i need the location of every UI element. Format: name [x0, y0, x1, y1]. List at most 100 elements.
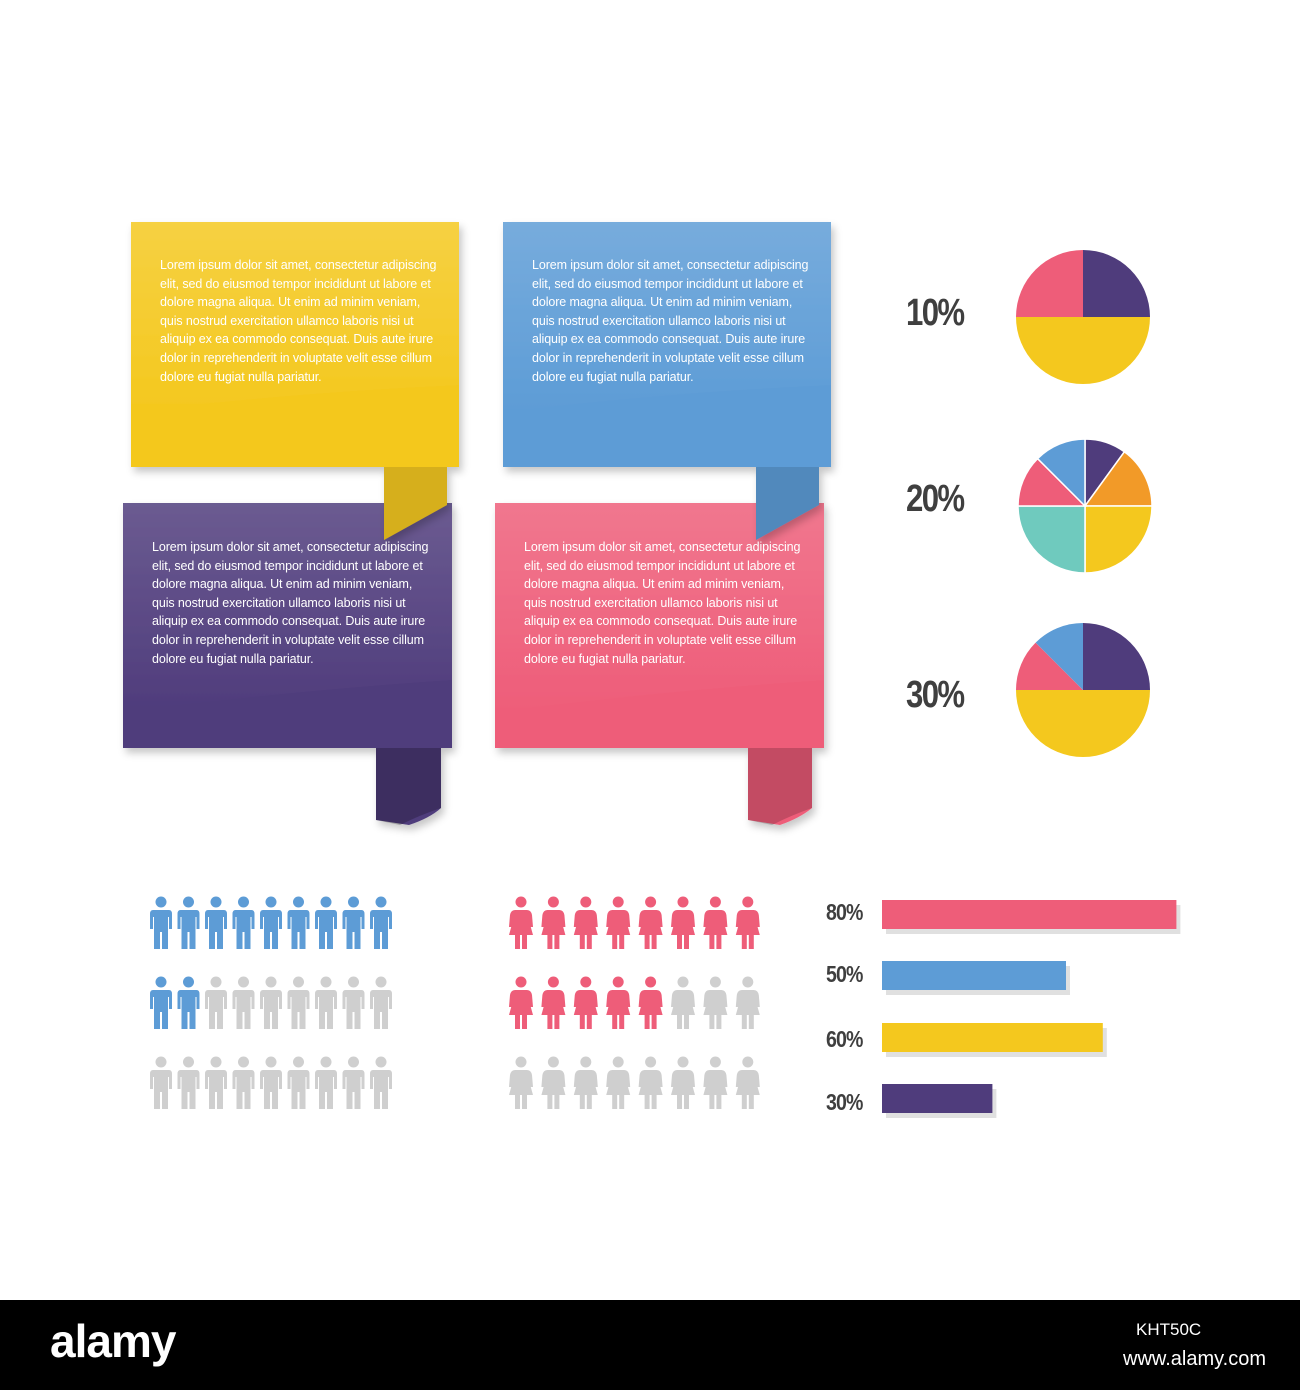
infographic-canvas	[123, 222, 1181, 1118]
man-icon	[150, 896, 172, 949]
bar-label-4: 30%	[826, 1089, 863, 1115]
bar	[882, 1023, 1103, 1052]
woman-icon	[509, 1056, 533, 1109]
man-icon	[205, 896, 227, 949]
pie-label-3: 30%	[906, 674, 965, 716]
man-icon	[370, 896, 392, 949]
bubble-gloss	[131, 222, 459, 412]
pie-slice	[1084, 505, 1153, 574]
bubble-fold	[376, 748, 441, 825]
man-icon	[315, 1056, 337, 1109]
pie-slice	[1083, 623, 1150, 690]
bubble-fold	[384, 467, 447, 540]
bar	[882, 961, 1066, 990]
woman-icon	[703, 976, 728, 1029]
bubble-text-blue: Lorem ipsum dolor sit amet, consectetur …	[532, 258, 809, 384]
man-icon	[232, 976, 255, 1029]
pie-charts	[1016, 250, 1153, 757]
pie-slice	[1016, 250, 1083, 317]
woman-icon	[735, 976, 760, 1029]
man-icon	[315, 896, 337, 949]
pie-slice	[1035, 623, 1083, 690]
man-icon	[315, 976, 337, 1029]
man-icon	[287, 976, 310, 1029]
woman-icon	[703, 1056, 728, 1109]
woman-icon	[638, 896, 663, 949]
man-icon	[232, 1056, 255, 1109]
footer-url: www.alamy.com	[1123, 1348, 1266, 1370]
woman-icon	[541, 976, 566, 1029]
women-pictograph	[509, 896, 760, 1109]
man-icon	[205, 976, 227, 1029]
bubble-gloss	[495, 503, 824, 712]
pie-label-2: 20%	[906, 478, 965, 520]
speech-bubble-yellow	[131, 222, 459, 540]
pie-slice	[1083, 450, 1153, 507]
bubble-gloss	[503, 222, 831, 412]
bubble-text-pink: Lorem ipsum dolor sit amet, consectetur …	[524, 540, 801, 666]
man-icon	[260, 976, 282, 1029]
bar-label-3: 60%	[826, 1026, 863, 1052]
pie-chart-3	[1016, 623, 1150, 757]
brand-logo: alamy	[50, 1315, 176, 1367]
man-icon	[260, 896, 282, 949]
man-icon	[342, 1056, 365, 1109]
pie-slice	[1083, 250, 1150, 317]
woman-icon	[606, 1056, 631, 1109]
man-icon	[150, 1056, 172, 1109]
speech-bubble-blue	[503, 222, 831, 540]
man-icon	[287, 1056, 310, 1109]
woman-icon	[509, 976, 533, 1029]
man-icon	[205, 1056, 227, 1109]
woman-icon	[735, 896, 760, 949]
pie-label-1: 10%	[906, 292, 965, 334]
man-icon	[370, 976, 392, 1029]
woman-icon	[541, 896, 566, 949]
woman-icon	[573, 1056, 598, 1109]
woman-icon	[606, 976, 631, 1029]
pie-slice	[1016, 317, 1150, 384]
woman-icon	[606, 896, 631, 949]
bar	[882, 1084, 993, 1113]
man-icon	[342, 896, 365, 949]
bar-label-2: 50%	[826, 961, 863, 987]
man-icon	[342, 976, 365, 1029]
man-icon	[370, 1056, 392, 1109]
pie-slice	[1016, 690, 1150, 757]
bubble-fold	[748, 748, 812, 825]
woman-icon	[573, 976, 598, 1029]
pie-chart-2	[1017, 438, 1153, 574]
man-icon	[177, 896, 200, 949]
man-icon	[177, 1056, 200, 1109]
bar-chart	[882, 900, 1181, 1118]
woman-icon	[671, 976, 695, 1029]
woman-icon	[638, 1056, 663, 1109]
speech-bubble-pink	[495, 503, 824, 825]
man-icon	[287, 896, 310, 949]
man-icon	[150, 976, 172, 1029]
man-icon	[232, 896, 255, 949]
footer-strip: alamy KHT50C www.alamy.com	[0, 1300, 1300, 1390]
pie-slice	[1016, 642, 1083, 690]
woman-icon	[541, 1056, 566, 1109]
bar-label-1: 80%	[826, 899, 863, 925]
man-icon	[177, 976, 200, 1029]
bubble-fold	[756, 467, 819, 540]
speech-bubble-purple	[123, 503, 452, 825]
woman-icon	[509, 896, 533, 949]
woman-icon	[703, 896, 728, 949]
bar	[882, 900, 1177, 929]
woman-icon	[735, 1056, 760, 1109]
bubble-text-purple: Lorem ipsum dolor sit amet, consectetur …	[152, 540, 429, 666]
bubble-gloss	[123, 503, 452, 712]
man-icon	[260, 1056, 282, 1109]
pie-chart-1	[1016, 250, 1150, 384]
woman-icon	[573, 896, 598, 949]
woman-icon	[671, 1056, 695, 1109]
woman-icon	[638, 976, 663, 1029]
bubble-text-yellow: Lorem ipsum dolor sit amet, consectetur …	[160, 258, 437, 384]
image-id: KHT50C	[1136, 1320, 1202, 1339]
pie-slice	[1017, 505, 1086, 574]
pie-slice	[1036, 438, 1086, 508]
men-pictograph	[150, 896, 392, 1109]
